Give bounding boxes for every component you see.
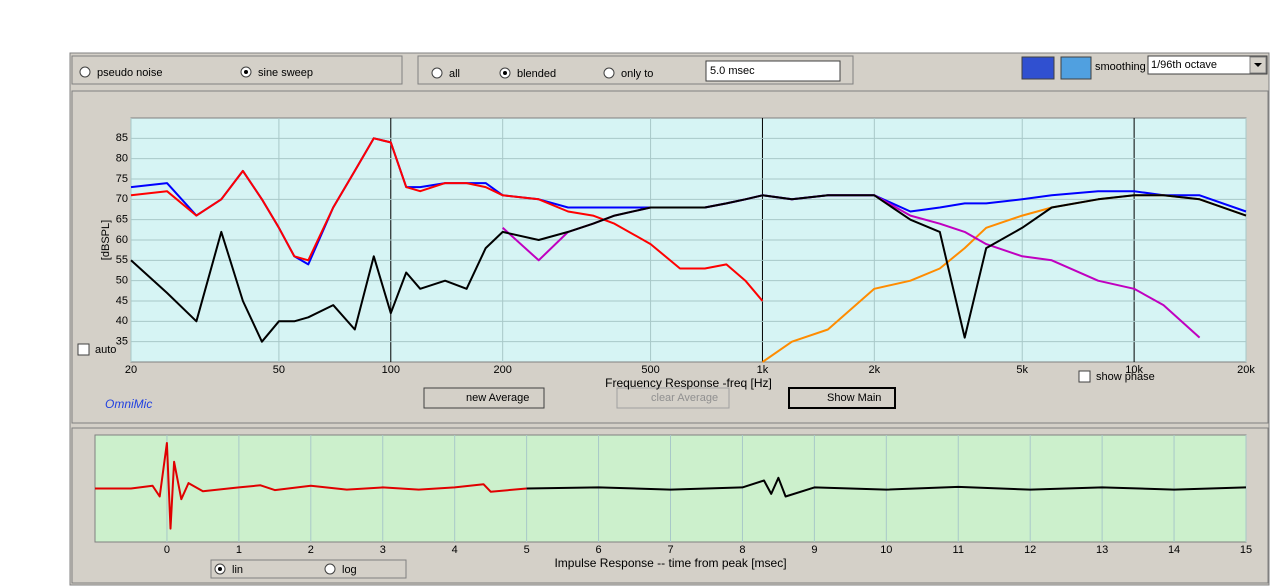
radio-button[interactable] xyxy=(603,67,615,79)
impulse-panel xyxy=(71,427,1269,584)
smoothing-select[interactable] xyxy=(1147,55,1268,75)
spectrogram-icon[interactable] xyxy=(1021,56,1055,80)
series-line xyxy=(526,476,1247,498)
x-tick-label: 100 xyxy=(382,364,400,376)
x-tick-label: 500 xyxy=(641,364,659,376)
button-label: Show Main xyxy=(827,392,881,404)
x-tick-label: 14 xyxy=(1168,544,1180,556)
frequency-panel xyxy=(71,90,1269,424)
auto-checkbox[interactable] xyxy=(77,343,90,356)
window-time: 5.0 msec xyxy=(710,65,755,77)
smoothing-label: smoothing xyxy=(1095,61,1146,73)
y-tick-label: 60 xyxy=(116,234,128,246)
dropdown-arrow xyxy=(1254,63,1262,67)
waterfall-icon[interactable] xyxy=(1060,56,1092,80)
y-tick-label: 80 xyxy=(116,153,128,165)
x-tick-label: 1 xyxy=(236,544,242,556)
x-tick-label: 12 xyxy=(1024,544,1036,556)
y-axis-label: [dBSPL] xyxy=(100,220,112,260)
button-label: new Average xyxy=(466,392,529,404)
radio-button[interactable] xyxy=(79,66,91,78)
y-tick-label: 40 xyxy=(116,315,128,327)
x-tick-label: 5 xyxy=(524,544,530,556)
radio-label: log xyxy=(342,564,357,576)
series-line xyxy=(130,194,1247,343)
auto-label: auto xyxy=(95,344,116,356)
new-average-button[interactable] xyxy=(423,387,545,409)
x-tick-label: 13 xyxy=(1096,544,1108,556)
x-tick-label: 3 xyxy=(380,544,386,556)
x-tick-label: 20 xyxy=(125,364,137,376)
radio-label: lin xyxy=(232,564,243,576)
x-tick-label: 6 xyxy=(596,544,602,556)
radio-label: only to xyxy=(621,68,653,80)
source-group xyxy=(71,55,403,85)
radio-dot xyxy=(218,567,222,571)
x-tick-label: 8 xyxy=(739,544,745,556)
x-tick-label: 15 xyxy=(1240,544,1252,556)
show-phase-label: show phase xyxy=(1096,371,1155,383)
x-axis-label: Impulse Response -- time from peak [msec… xyxy=(554,556,786,570)
x-tick-label: 200 xyxy=(493,364,511,376)
y-tick-label: 45 xyxy=(116,295,128,307)
radio-label: sine sweep xyxy=(258,67,313,79)
y-tick-label: 65 xyxy=(116,214,128,226)
x-tick-label: 7 xyxy=(667,544,673,556)
x-axis-label: Frequency Response -freq [Hz] xyxy=(605,376,772,390)
x-tick-label: 20k xyxy=(1237,364,1255,376)
y-tick-label: 35 xyxy=(116,336,128,348)
y-tick-label: 85 xyxy=(116,132,128,144)
y-tick-label: 55 xyxy=(116,254,128,266)
x-tick-label: 11 xyxy=(953,544,964,556)
brand: OmniMic xyxy=(105,397,152,411)
scale-group xyxy=(210,559,407,579)
smoothing-value: 1/96th octave xyxy=(1151,59,1217,71)
y-tick-label: 70 xyxy=(116,193,128,205)
clear-average-button[interactable] xyxy=(616,387,730,409)
button-label: clear Average xyxy=(651,392,718,404)
radio-button[interactable] xyxy=(324,563,336,575)
window-group xyxy=(417,55,854,85)
radio-dot xyxy=(244,70,248,74)
series-line xyxy=(95,442,527,530)
radio-label: pseudo noise xyxy=(97,67,162,79)
radio-label: all xyxy=(449,68,460,80)
x-tick-label: 4 xyxy=(452,544,458,556)
x-tick-label: 5k xyxy=(1016,364,1028,376)
x-tick-label: 2 xyxy=(308,544,314,556)
radio-label: blended xyxy=(517,68,556,80)
radio-button[interactable] xyxy=(431,67,443,79)
y-tick-label: 50 xyxy=(116,275,128,287)
x-tick-label: 10 xyxy=(880,544,892,556)
x-tick-label: 50 xyxy=(273,364,285,376)
radio-dot xyxy=(503,71,507,75)
show-main-button[interactable] xyxy=(788,387,896,409)
x-tick-label: 9 xyxy=(811,544,817,556)
window-time-field[interactable] xyxy=(705,60,841,82)
y-tick-label: 75 xyxy=(116,173,128,185)
x-tick-label: 10k xyxy=(1125,364,1143,376)
series-line xyxy=(130,137,764,302)
x-tick-label: 0 xyxy=(164,544,170,556)
x-tick-label: 1k xyxy=(757,364,769,376)
x-tick-label: 2k xyxy=(869,364,881,376)
show-phase-checkbox[interactable] xyxy=(1078,370,1091,383)
